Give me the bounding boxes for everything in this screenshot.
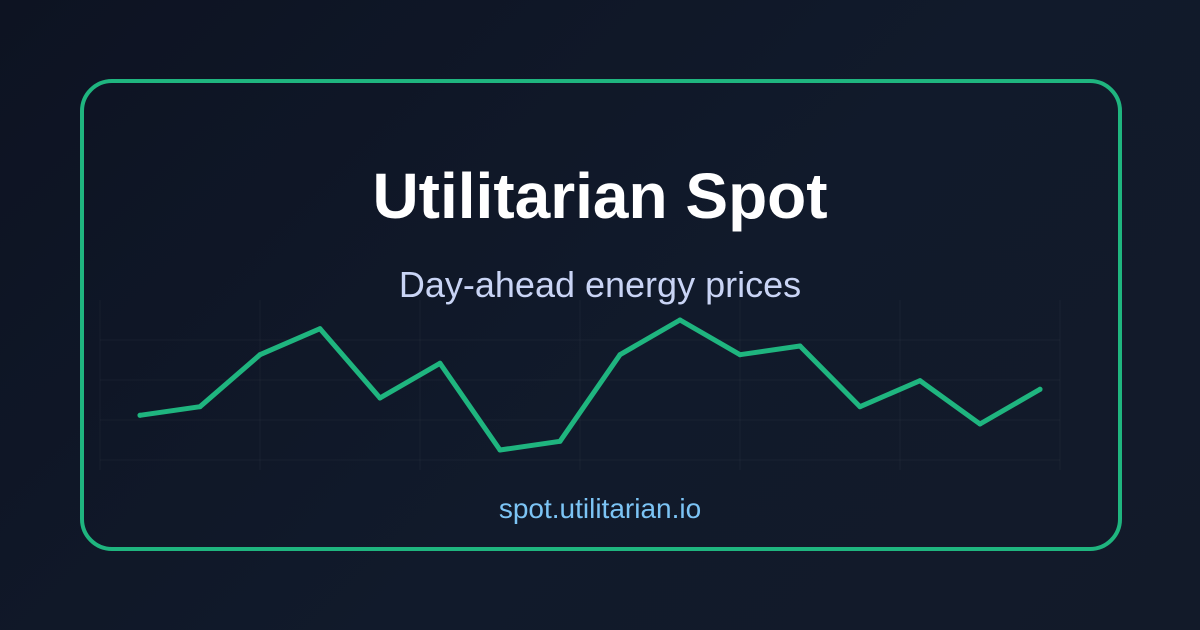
page-subtitle: Day-ahead energy prices	[398, 264, 802, 305]
site-url: spot.utilitarian.io	[498, 493, 702, 524]
page-title: Utilitarian Spot	[372, 160, 828, 232]
card-frame	[80, 79, 1122, 551]
